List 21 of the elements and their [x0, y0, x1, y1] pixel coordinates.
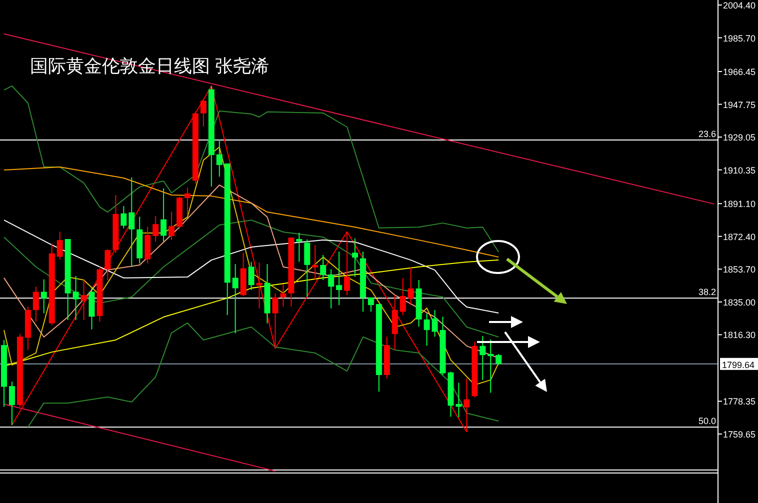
y-tick-label: 1910.35: [723, 165, 756, 176]
y-tick-label: 1778.35: [723, 396, 756, 407]
ref-line-label: 1799.64: [722, 360, 755, 370]
y-tick-label: 1891.10: [723, 199, 756, 210]
annotation: 23.6: [698, 128, 716, 139]
y-tick-label: 1872.40: [723, 232, 756, 242]
line-series: [27, 322, 500, 428]
annotation: 50.0: [698, 416, 716, 426]
y-tick-label: 1835.00: [723, 297, 756, 308]
y-tick-label: 1966.45: [723, 67, 756, 78]
line-series: [3, 85, 500, 252]
y-tick-label: 1759.65: [723, 430, 756, 440]
line-series: [3, 220, 500, 338]
y-tick-label: 1947.75: [723, 100, 756, 110]
y-tick-label: 2004.40: [723, 0, 756, 10]
y-tick-label: 1929.05: [723, 132, 756, 143]
y-tick-label: 1853.70: [723, 264, 756, 275]
annotation: 38.2: [698, 287, 716, 298]
y-tick-label: 1816.30: [723, 330, 756, 340]
line-series: [3, 220, 500, 314]
y-tick-label: 1985.70: [723, 33, 756, 44]
